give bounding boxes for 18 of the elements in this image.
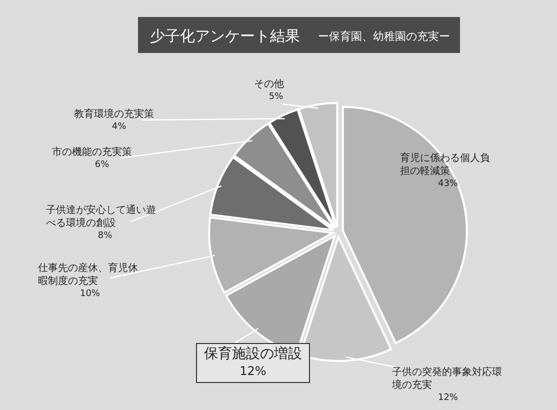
slice-label: 仕事先の産休、育児休暇制度の充実 bbox=[38, 263, 138, 287]
slice-label: 子供の突発的事象対応環境の充実 bbox=[392, 367, 502, 391]
data-label: 8% bbox=[96, 230, 114, 243]
slice-label: 育児に係わる個人負担の軽減策 bbox=[400, 153, 490, 177]
slice-label: 教育環境の充実策 bbox=[74, 109, 154, 120]
slice-label: 市の機能の充実策 bbox=[52, 147, 132, 158]
slice-label: 子供達が安心して通い遊べる環境の創設 bbox=[46, 205, 156, 229]
data-label: 5% bbox=[268, 91, 284, 104]
data-label: 12% bbox=[436, 392, 459, 405]
slice-label: 保育施設の増設 bbox=[204, 346, 302, 362]
chart-subtitle: ー保育園、幼稚園の充実ー bbox=[318, 30, 450, 43]
data-label: 12% bbox=[238, 363, 268, 380]
data-label: 10% bbox=[78, 288, 101, 301]
chart-title: 少子化アンケート結果 bbox=[150, 27, 300, 45]
data-label: 4% bbox=[110, 121, 128, 134]
data-label: 43% bbox=[436, 178, 459, 191]
data-label: 6% bbox=[94, 159, 110, 172]
slice-label: その他 bbox=[254, 79, 284, 90]
